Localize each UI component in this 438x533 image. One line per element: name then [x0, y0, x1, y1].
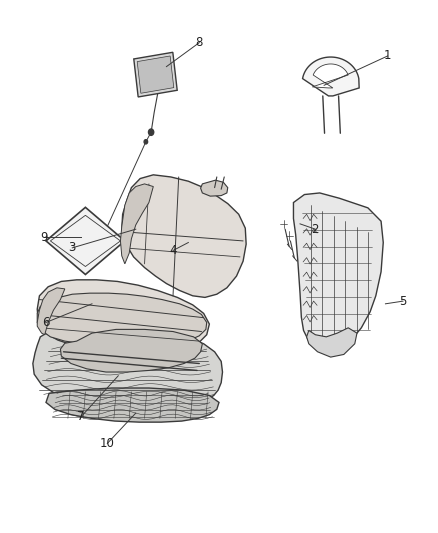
Polygon shape	[37, 293, 207, 345]
Polygon shape	[37, 288, 65, 335]
Polygon shape	[307, 328, 357, 357]
Circle shape	[148, 129, 154, 135]
Polygon shape	[120, 184, 153, 264]
Polygon shape	[293, 193, 383, 352]
Text: 10: 10	[100, 437, 115, 450]
Text: 2: 2	[311, 223, 319, 236]
Text: 3: 3	[69, 241, 76, 254]
Text: 4: 4	[169, 244, 177, 257]
Polygon shape	[33, 326, 223, 405]
Polygon shape	[46, 207, 125, 274]
Text: 7: 7	[77, 410, 85, 423]
Polygon shape	[46, 388, 219, 422]
Text: 8: 8	[196, 36, 203, 49]
Polygon shape	[122, 175, 246, 297]
Polygon shape	[137, 56, 174, 93]
Polygon shape	[312, 64, 348, 88]
Text: 9: 9	[40, 231, 48, 244]
Text: 6: 6	[42, 316, 50, 329]
Text: 5: 5	[399, 295, 406, 308]
Polygon shape	[134, 52, 177, 97]
Text: 1: 1	[384, 50, 392, 62]
Circle shape	[144, 140, 148, 144]
Polygon shape	[201, 180, 228, 196]
Polygon shape	[60, 329, 202, 372]
Polygon shape	[303, 57, 359, 96]
Polygon shape	[37, 280, 209, 353]
